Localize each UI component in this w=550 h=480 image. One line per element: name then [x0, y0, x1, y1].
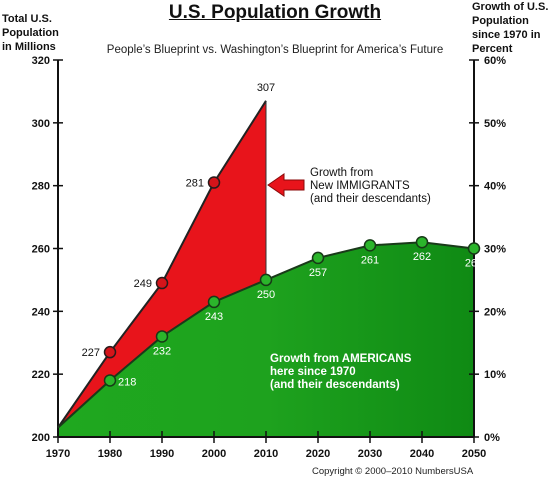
- x-tick-label: 2040: [410, 448, 434, 460]
- americans-point: [467, 242, 481, 255]
- immigrants-point: [207, 176, 221, 189]
- americans-point: [415, 235, 429, 249]
- right-tick-label: 10%: [484, 369, 506, 381]
- americans-point: [103, 374, 117, 387]
- americans-point: [363, 239, 377, 252]
- right-tick-label: 40%: [484, 181, 506, 193]
- x-tick-label: 2030: [358, 448, 382, 460]
- x-tick-label: 2020: [306, 448, 330, 460]
- left-tick-label: 300: [32, 118, 50, 130]
- immigrants-point-label: 227: [82, 347, 100, 359]
- americans-point-label: 250: [257, 289, 275, 301]
- immigrants-point-label: 249: [134, 278, 152, 290]
- immigrants-annotation: (and their descendants): [310, 193, 431, 205]
- right-tick-label: 60%: [484, 55, 506, 67]
- americans-point-label: 243: [205, 311, 223, 323]
- left-tick-label: 200: [32, 432, 50, 444]
- left-tick-label: 260: [32, 244, 50, 256]
- immigrants-annotation: Growth from: [310, 167, 373, 179]
- right-tick-label: 0%: [484, 432, 500, 444]
- immigrants-point: [155, 276, 169, 290]
- americans-point: [311, 251, 325, 265]
- americans-point-label: 257: [309, 267, 327, 279]
- x-tick-label: 1990: [150, 448, 174, 460]
- americans-point: [207, 295, 221, 309]
- left-tick-label: 240: [32, 306, 50, 318]
- left-tick-label: 220: [32, 369, 50, 381]
- right-tick-label: 30%: [484, 244, 506, 256]
- x-tick-label: 2010: [254, 448, 278, 460]
- x-tick-label: 2050: [462, 448, 486, 460]
- x-tick-label: 1980: [98, 448, 122, 460]
- chart-title: U.S. Population Growth: [168, 2, 382, 23]
- copyright-text: Copyright © 2000–2010 NumbersUSA: [312, 466, 474, 477]
- americans-point-label: 261: [361, 254, 379, 266]
- americans-point-label: 218: [118, 376, 136, 388]
- immigrants-annotation: New IMMIGRANTS: [310, 180, 410, 192]
- immigrants-point-label: 307: [257, 82, 275, 94]
- americans-annotation: Growth from AMERICANS: [270, 353, 412, 365]
- immigrants-point: [103, 345, 117, 359]
- americans-point: [259, 273, 273, 287]
- x-tick-label: 2000: [202, 448, 226, 460]
- left-tick-label: 280: [32, 181, 50, 193]
- americans-point: [155, 330, 169, 343]
- right-tick-label: 50%: [484, 118, 506, 130]
- immigrants-point-label: 281: [186, 178, 204, 190]
- left-tick-label: 320: [32, 55, 50, 67]
- right-tick-label: 20%: [484, 306, 506, 318]
- americans-annotation: here since 1970: [270, 366, 356, 378]
- americans-area: [58, 242, 474, 437]
- left-axis-label: Total U.S. Population in Millions: [2, 13, 59, 53]
- right-axis-label: Growth of U.S. Population since 1970 in …: [472, 1, 549, 55]
- chart-subtitle: People’s Blueprint vs. Washington’s Blue…: [106, 44, 444, 56]
- americans-point-label: 262: [413, 251, 431, 263]
- americans-annotation: (and their descendants): [270, 379, 400, 391]
- immigrants-arrow-icon: [267, 173, 305, 197]
- americans-point-label: 260: [465, 258, 483, 270]
- x-tick-label: 1970: [46, 448, 70, 460]
- americans-point-label: 232: [153, 345, 171, 357]
